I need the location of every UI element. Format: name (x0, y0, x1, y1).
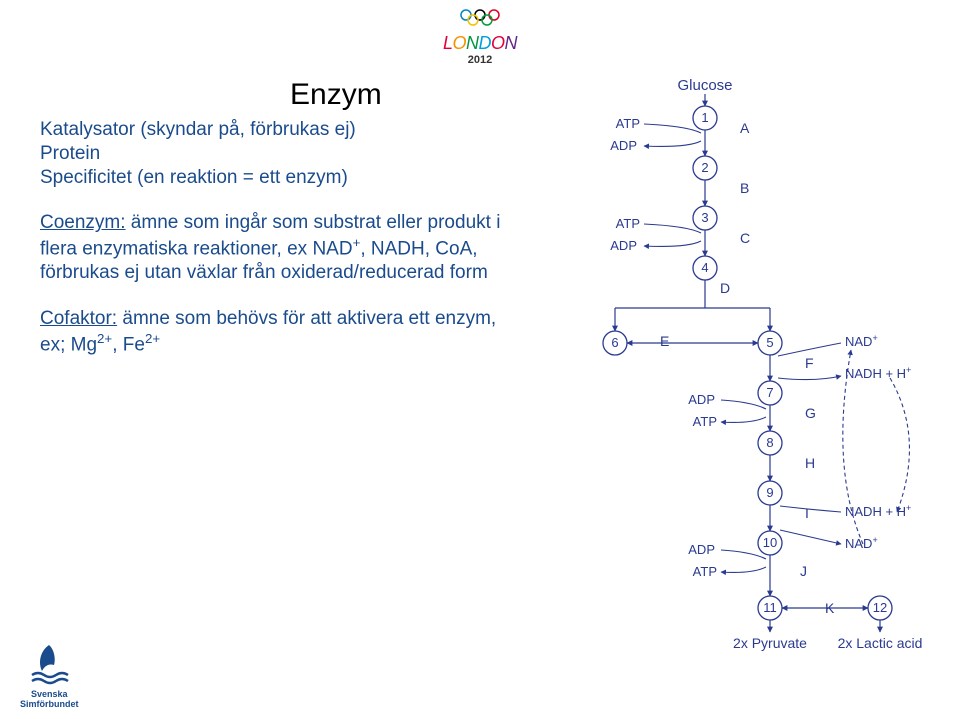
svg-text:5: 5 (766, 335, 773, 350)
svg-text:3: 3 (701, 210, 708, 225)
svg-text:12: 12 (873, 600, 887, 615)
footer-line1: Svenska (20, 689, 79, 699)
svg-text:G: G (805, 405, 816, 421)
footer-line2: Simförbundet (20, 699, 79, 709)
svg-text:ADP: ADP (610, 138, 637, 153)
header-logo-year: 2012 (443, 54, 517, 66)
header-logo: LONDON 2012 (443, 8, 517, 66)
svg-text:7: 7 (766, 385, 773, 400)
svg-text:NADH + H+: NADH + H+ (845, 365, 911, 381)
paragraph-3: Cofaktor: ämne som behövs för att aktive… (40, 307, 520, 357)
svg-text:ATP: ATP (693, 564, 717, 579)
svg-text:ADP: ADP (688, 542, 715, 557)
page-title: Enzym (290, 78, 382, 112)
svg-text:A: A (740, 120, 750, 136)
p3-sup2: 2+ (145, 331, 160, 346)
olympic-rings-icon (443, 8, 517, 33)
svg-text:D: D (720, 280, 730, 296)
svg-text:J: J (800, 563, 807, 579)
svg-text:10: 10 (763, 535, 777, 550)
svg-text:C: C (740, 230, 750, 246)
p1-line2: Protein (40, 143, 100, 164)
svg-text:NADH + H+: NADH + H+ (845, 503, 911, 519)
svg-text:ATP: ATP (616, 116, 640, 131)
svg-text:E: E (660, 333, 669, 349)
swim-federation-icon (26, 641, 72, 687)
svg-text:H: H (805, 455, 815, 471)
svg-text:K: K (825, 600, 835, 616)
svg-text:4: 4 (701, 260, 708, 275)
p2-label: Coenzym: (40, 212, 126, 233)
svg-text:9: 9 (766, 485, 773, 500)
svg-text:F: F (805, 355, 814, 371)
paragraph-2: Coenzym: ämne som ingår som substrat ell… (40, 211, 520, 285)
svg-text:ATP: ATP (616, 216, 640, 231)
content-block: Katalysator (skyndar på, förbrukas ej) P… (40, 118, 520, 379)
svg-text:6: 6 (611, 335, 618, 350)
svg-text:ADP: ADP (610, 238, 637, 253)
paragraph-1: Katalysator (skyndar på, förbrukas ej) P… (40, 118, 520, 189)
header-logo-text: LONDON (443, 33, 517, 54)
svg-text:2: 2 (701, 160, 708, 175)
p1-line1: Katalysator (skyndar på, förbrukas ej) (40, 119, 356, 140)
svg-text:B: B (740, 180, 749, 196)
svg-text:NAD+: NAD+ (845, 333, 878, 349)
svg-text:2x Pyruvate: 2x Pyruvate (733, 635, 807, 651)
svg-text:1: 1 (701, 110, 708, 125)
glycolysis-diagram: Glucose123456789101112ATPADPATPADPADPATP… (545, 78, 925, 698)
p3-label: Cofaktor: (40, 308, 117, 329)
svg-text:Glucose: Glucose (677, 78, 732, 94)
p3-sup1: 2+ (97, 331, 112, 346)
svg-text:ADP: ADP (688, 392, 715, 407)
svg-text:ATP: ATP (693, 414, 717, 429)
svg-text:2x Lactic acid: 2x Lactic acid (838, 635, 923, 651)
footer-logo: Svenska Simförbundet (20, 641, 79, 709)
svg-text:11: 11 (763, 600, 777, 615)
svg-text:NAD+: NAD+ (845, 535, 878, 551)
svg-text:I: I (805, 505, 809, 521)
svg-text:8: 8 (766, 435, 773, 450)
p3-text2: , Fe (112, 334, 145, 355)
p1-line3: Specificitet (en reaktion = ett enzym) (40, 167, 348, 188)
